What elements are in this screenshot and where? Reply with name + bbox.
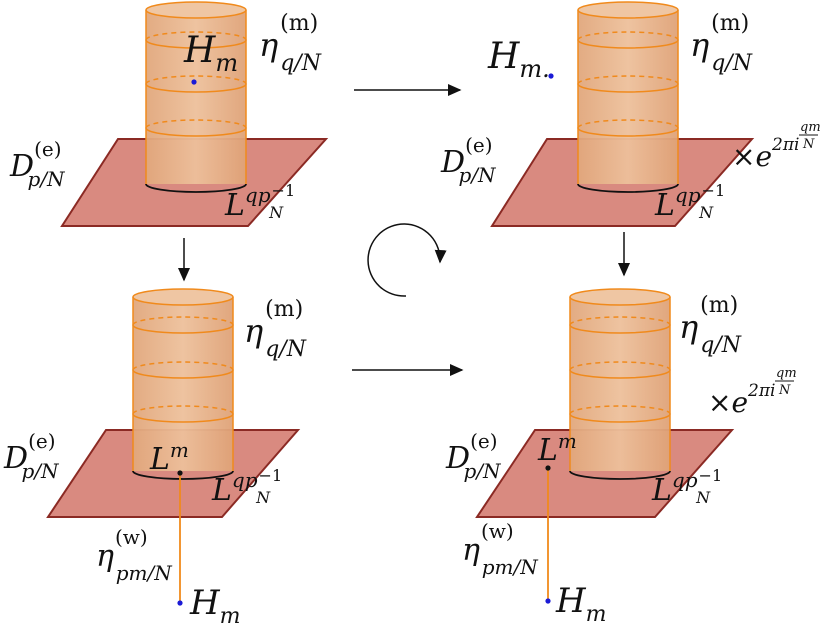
h-point-dot <box>191 79 197 85</box>
phase-frac-num: qm <box>776 366 797 381</box>
h-label: Hm. <box>487 36 550 83</box>
junction-dot <box>177 470 183 476</box>
bottom-line-label: Lqp−1 N <box>654 181 725 223</box>
surface-label: D(e) p/N <box>3 429 60 483</box>
phase-factor: ×e2πi <box>708 381 775 419</box>
eta-m-label: η(m) q/N <box>679 293 742 358</box>
bottom-line-label: Lqp−1 N <box>224 181 295 223</box>
panel-bottom-left: Lm η(m) q/N D(e) p/N Lqp−1 N η(w) pm/N Hm <box>3 288 307 629</box>
h-label: Hm <box>183 30 238 77</box>
cylinder <box>145 1 247 193</box>
bottom-line-label: Lqp−1 N <box>211 466 282 508</box>
phase-frac-num: qm <box>800 120 821 135</box>
h-label: Hm <box>189 583 241 629</box>
junction-label: Lm <box>537 429 577 468</box>
h-point-dot <box>177 600 183 606</box>
surface-label: D(e) p/N <box>445 429 502 483</box>
h-point-dot <box>548 73 554 79</box>
eta-m-label: η(m) q/N <box>244 297 307 362</box>
phase-factor: ×e2πi <box>732 135 799 173</box>
bottom-line-label: Lqp−1 N <box>651 466 722 508</box>
surface-label: D(e) p/N <box>9 137 66 191</box>
phase-frac-den: N <box>778 383 791 398</box>
cylinder <box>132 288 234 480</box>
eta-w-label: η(w) pm/N <box>462 519 539 579</box>
h-label: Hm <box>555 581 607 627</box>
eta-m-label: η(m) q/N <box>259 11 322 76</box>
phase-frac-den: N <box>802 137 815 152</box>
surface-label: D(e) p/N <box>440 133 497 187</box>
eta-m-label: η(m) q/N <box>690 11 753 76</box>
h-point-dot <box>545 598 551 604</box>
cylinder <box>569 288 671 480</box>
panel-top-left: Hm η(m) q/N D(e) p/N Lqp−1 N <box>9 1 329 227</box>
surface-plane <box>46 429 301 518</box>
panel-top-right: Hm. η(m) q/N ×e2πi qm N D(e) p/N Lqp−1 N <box>440 1 821 227</box>
eta-w-label: η(w) pm/N <box>96 525 173 585</box>
panel-bottom-right: Lm η(m) q/N ×e2πi qm N D(e) p/N Lqp−1 N η(w… <box>445 288 797 627</box>
junction-dot <box>545 465 551 471</box>
junction-label: Lm <box>149 438 189 477</box>
commute-circle-arrow <box>367 223 447 297</box>
cylinder <box>577 1 679 193</box>
